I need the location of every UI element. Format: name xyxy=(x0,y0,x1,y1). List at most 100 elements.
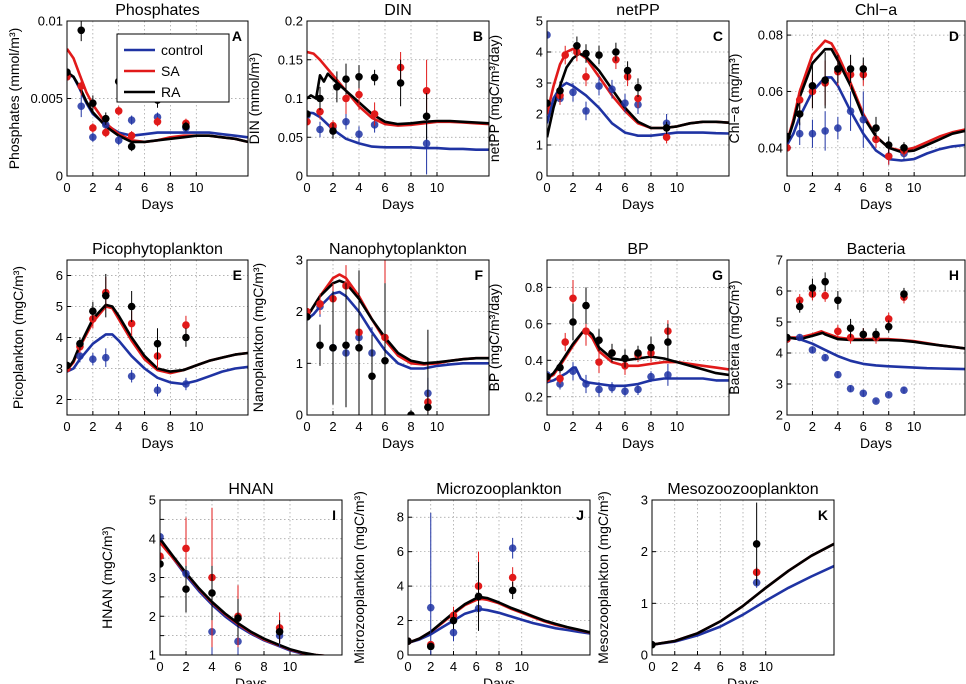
data-point-RA xyxy=(884,322,893,331)
y-tick-label: 6 xyxy=(776,284,783,299)
panel-letter: J xyxy=(576,507,584,523)
x-tick-label: 8 xyxy=(167,180,174,195)
y-axis-label: Nanoplankton (mgC/m³) xyxy=(250,263,266,412)
data-point-SA xyxy=(316,107,324,116)
x-tick-label: 0 xyxy=(303,180,310,195)
series-group xyxy=(547,31,729,144)
data-point-RA xyxy=(355,344,363,352)
data-point-SA xyxy=(77,82,86,90)
data-point-SA xyxy=(556,374,564,383)
series-line-control xyxy=(408,608,590,645)
x-tick-label: 10 xyxy=(189,180,203,195)
x-tick-label: 10 xyxy=(283,659,297,674)
data-point-RA xyxy=(872,330,880,339)
panel-J: 0 2 4 6 8 1002468MicrozooplanktonJDaysMicrozo… xyxy=(351,481,591,684)
legend-label-RA: RA xyxy=(161,84,181,100)
x-tick-label: 0 xyxy=(156,659,163,674)
data-point-RA xyxy=(407,411,415,415)
data-point-RA xyxy=(101,114,110,123)
data-point-RA xyxy=(396,79,405,87)
data-point-RA xyxy=(342,75,350,83)
y-tick-label: 0.8 xyxy=(525,280,543,295)
x-tick-label: 8 xyxy=(885,180,892,195)
data-point-control xyxy=(808,346,817,354)
data-point-control xyxy=(582,380,590,388)
panel-title: DIN xyxy=(384,2,412,19)
legend-box xyxy=(116,33,230,103)
data-point-SA xyxy=(355,90,363,99)
x-tick-label: 8 xyxy=(647,419,654,434)
x-tick-label: 4 xyxy=(208,659,215,674)
data-point-control xyxy=(127,372,136,381)
data-point-SA xyxy=(821,291,829,300)
data-point-control xyxy=(101,353,110,362)
x-tick-label: 0 xyxy=(63,419,70,434)
x-axis-label: Days xyxy=(142,196,174,212)
data-point-RA xyxy=(153,339,162,348)
x-tick-label: 0 xyxy=(303,419,310,434)
x-tick-label: 6 xyxy=(473,659,480,674)
series-group xyxy=(787,272,965,405)
panel-letter: H xyxy=(949,267,959,283)
data-point-RA xyxy=(449,616,458,625)
data-point-RA xyxy=(333,83,341,91)
y-tick-label: 0.005 xyxy=(30,91,63,106)
data-point-control xyxy=(422,139,431,148)
data-point-RA xyxy=(474,592,483,601)
data-point-RA xyxy=(787,132,791,141)
axes-frame xyxy=(306,259,490,416)
x-tick-label: 6 xyxy=(234,659,241,674)
y-tick-label: 0.15 xyxy=(278,52,303,67)
panel-title: Bacteria xyxy=(847,241,906,258)
data-point-RA xyxy=(89,307,97,315)
data-point-RA xyxy=(872,124,880,132)
y-tick-label: 0 xyxy=(536,169,543,184)
data-point-control xyxy=(77,102,86,111)
data-point-RA xyxy=(426,642,435,651)
x-tick-label: 4 xyxy=(694,659,701,674)
data-point-SA xyxy=(422,86,431,95)
series-line-RA xyxy=(787,331,965,350)
x-tick-label: 0 xyxy=(648,659,655,674)
x-tick-label: 8 xyxy=(495,659,502,674)
data-point-RA xyxy=(370,73,379,82)
axes-frame xyxy=(66,20,249,177)
data-point-control xyxy=(621,387,629,396)
data-point-control xyxy=(621,99,629,107)
y-axis-label: DIN (mmol/m³) xyxy=(246,53,262,145)
y-tick-label: 2 xyxy=(776,408,783,423)
x-tick-label: 8 xyxy=(739,659,746,674)
data-point-control xyxy=(160,533,164,541)
data-point-control xyxy=(795,333,804,342)
y-tick-label: 0 xyxy=(296,408,303,423)
data-point-control xyxy=(608,383,616,392)
y-tick-label: 0.2 xyxy=(525,389,543,404)
y-tick-label: 0.01 xyxy=(38,14,63,29)
y-tick-label: 5 xyxy=(56,299,63,314)
y-tick-label: 3 xyxy=(296,253,303,268)
data-point-control xyxy=(449,628,458,637)
data-point-RA xyxy=(808,284,817,292)
axes-frame xyxy=(546,259,730,416)
data-point-RA xyxy=(612,48,620,56)
data-point-control xyxy=(355,130,363,138)
data-point-RA xyxy=(67,68,71,76)
x-tick-label: 0 xyxy=(543,419,550,434)
series-line-RA xyxy=(67,71,248,144)
plot-area xyxy=(307,260,489,415)
x-tick-label: 4 xyxy=(115,419,122,434)
panel-letter: E xyxy=(233,267,242,283)
x-tick-label: 8 xyxy=(407,180,414,195)
y-tick-label: 2 xyxy=(536,107,543,122)
x-tick-label: 10 xyxy=(759,659,773,674)
data-point-control xyxy=(664,371,672,379)
data-point-SA xyxy=(834,327,842,336)
data-point-RA xyxy=(900,290,908,298)
data-point-SA xyxy=(114,107,123,115)
axes-frame xyxy=(786,20,966,177)
y-tick-label: 0.2 xyxy=(285,14,303,29)
x-tick-label: 0 xyxy=(543,180,550,195)
panel-title: Mesozoozooplankton xyxy=(667,481,818,498)
